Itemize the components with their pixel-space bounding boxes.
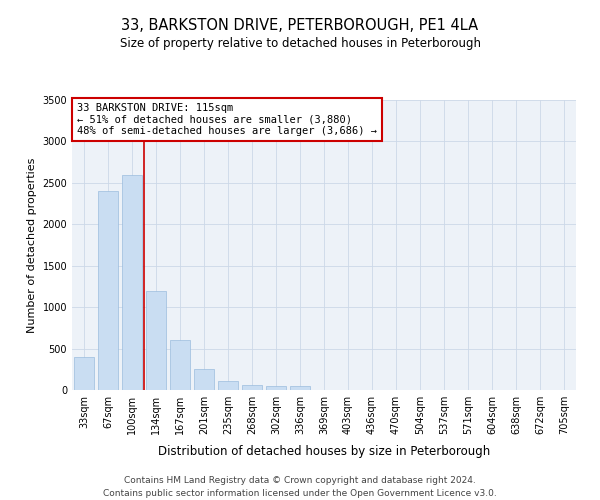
Text: 33 BARKSTON DRIVE: 115sqm
← 51% of detached houses are smaller (3,880)
48% of se: 33 BARKSTON DRIVE: 115sqm ← 51% of detac… [77, 103, 377, 136]
Bar [266, 386, 286, 390]
Bar [242, 385, 262, 390]
Text: Size of property relative to detached houses in Peterborough: Size of property relative to detached ho… [119, 38, 481, 51]
Bar [122, 174, 142, 390]
Bar [98, 191, 118, 390]
Bar [290, 386, 310, 390]
Text: 33, BARKSTON DRIVE, PETERBOROUGH, PE1 4LA: 33, BARKSTON DRIVE, PETERBOROUGH, PE1 4L… [121, 18, 479, 32]
Bar [170, 340, 190, 390]
Bar [194, 370, 214, 390]
Bar [146, 290, 166, 390]
Y-axis label: Number of detached properties: Number of detached properties [27, 158, 37, 332]
X-axis label: Distribution of detached houses by size in Peterborough: Distribution of detached houses by size … [158, 446, 490, 458]
Bar [74, 357, 94, 390]
Text: Contains HM Land Registry data © Crown copyright and database right 2024.
Contai: Contains HM Land Registry data © Crown c… [103, 476, 497, 498]
Bar [218, 381, 238, 390]
